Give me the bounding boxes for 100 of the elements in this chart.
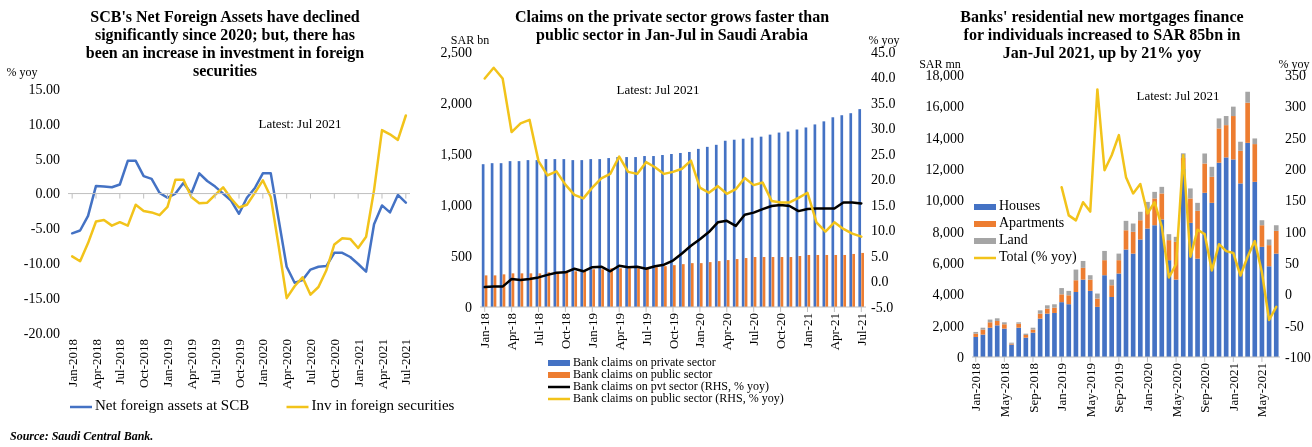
bar (732, 139, 736, 307)
bar (1230, 116, 1236, 160)
bar (1037, 310, 1043, 314)
bar (1273, 230, 1279, 254)
chart-title: Banks' residential new mortgages finance for individuals increased to SAR 85bn in Jan-Jul 2021, up by 21% yoy (960, 8, 1244, 62)
bar (1137, 211, 1143, 221)
y-tick-label: -10.00 (23, 256, 60, 272)
x-tick-label: Oct-20 (773, 313, 789, 350)
legend-label: Net foreign assets at SCB (95, 397, 250, 413)
x-tick-label: Jan-2019 (1054, 363, 1070, 411)
bar (1245, 91, 1250, 103)
x-tick-label: Oct-2019 (231, 339, 247, 389)
bar (994, 318, 1000, 321)
y2-tick-label: 0.0 (871, 274, 889, 290)
bar (843, 254, 847, 307)
bar (1044, 313, 1050, 357)
legend-label: Bank claims on private sector (573, 355, 716, 369)
y2-tick-label: 20.0 (871, 172, 896, 188)
bar (1245, 102, 1250, 143)
x-tick-label: Jul-18 (531, 313, 547, 346)
bar (1202, 163, 1208, 193)
bar (1238, 183, 1243, 357)
bar (583, 270, 587, 307)
bar (807, 254, 811, 307)
y-tick-label: 5.00 (35, 151, 60, 167)
bar (994, 325, 1000, 357)
x-tick-label: May-2021 (1254, 363, 1270, 418)
bar (1145, 228, 1150, 357)
x-tick-label: Apr-21 (826, 313, 842, 351)
y2-tick-label: 200 (1285, 161, 1306, 177)
bar (723, 140, 727, 307)
source-note: Source: Saudi Central Bank. (10, 429, 154, 443)
line-series (70, 159, 408, 285)
y2-tick-label: 10.0 (871, 223, 896, 239)
bar (637, 268, 640, 307)
y2-tick-label: 50 (1285, 255, 1299, 271)
y-tick-label: 15.00 (28, 81, 60, 97)
y-tick-label: 0 (957, 349, 964, 365)
bar (598, 159, 602, 307)
bar (973, 336, 979, 357)
y-tick-label: 2,000 (932, 318, 964, 334)
bar (628, 268, 631, 307)
bar (994, 320, 1000, 326)
annotation: Latest: Jul 2021 (616, 82, 700, 97)
bar (1066, 304, 1072, 357)
bar (673, 265, 676, 307)
y-tick-label: -15.00 (23, 291, 60, 307)
x-tick-label: Jan-2020 (255, 339, 271, 387)
bar (1202, 153, 1208, 164)
bar (1052, 304, 1057, 308)
x-tick-label: Apr-2020 (279, 339, 295, 390)
x-tick-label: Apr-2021 (374, 339, 390, 390)
y-tick-label: 4,000 (932, 287, 964, 303)
y2-tick-label: -100 (1285, 349, 1311, 365)
bar (619, 268, 622, 307)
bar (1188, 198, 1193, 223)
y-tick-label: 1,000 (440, 197, 472, 213)
x-tick-label: Jul-21 (853, 313, 869, 346)
x-tick-label: Jan-2018 (968, 363, 984, 411)
x-tick-label: Sep-2018 (1025, 363, 1041, 413)
bar (1230, 159, 1236, 357)
bar (861, 252, 864, 307)
bar (1002, 328, 1007, 357)
bar (849, 113, 853, 307)
bar (1087, 279, 1093, 291)
bar (565, 271, 569, 307)
y2-tick-label: 5.0 (871, 248, 889, 264)
bar (1059, 302, 1064, 357)
y-tick-label: 12,000 (925, 161, 964, 177)
x-tick-label: Jul-2019 (207, 339, 223, 385)
bar (1273, 225, 1279, 231)
bar (1087, 275, 1093, 280)
legend-label: Bank claims on public sector (573, 367, 713, 381)
bar (1188, 188, 1193, 199)
x-tick-label: Oct-2018 (136, 339, 152, 389)
bar (1059, 294, 1064, 303)
bar (858, 109, 862, 307)
bar (717, 261, 721, 307)
y-tick-label: 0 (465, 299, 472, 315)
line-series (483, 66, 863, 238)
y-axis-title: SAR bn (450, 33, 490, 47)
bar (547, 272, 551, 307)
bar (1195, 258, 1200, 357)
bar (1016, 323, 1022, 328)
x-tick-label: Apr-2019 (183, 339, 199, 390)
bar (987, 322, 993, 328)
bar (1095, 306, 1100, 357)
x-tick-label: Apr-20 (719, 313, 735, 351)
x-tick-label: Jul-2018 (112, 339, 128, 385)
bar (1238, 150, 1243, 184)
y-tick-label: 500 (451, 248, 472, 264)
bar (556, 272, 560, 307)
bar (1252, 144, 1258, 182)
bar (1152, 191, 1157, 199)
bar (1137, 239, 1143, 357)
bar (574, 271, 578, 307)
x-tick-label: Jan-2021 (1225, 363, 1241, 411)
bar (1252, 138, 1258, 145)
bar (616, 157, 619, 307)
bar (1052, 312, 1057, 357)
